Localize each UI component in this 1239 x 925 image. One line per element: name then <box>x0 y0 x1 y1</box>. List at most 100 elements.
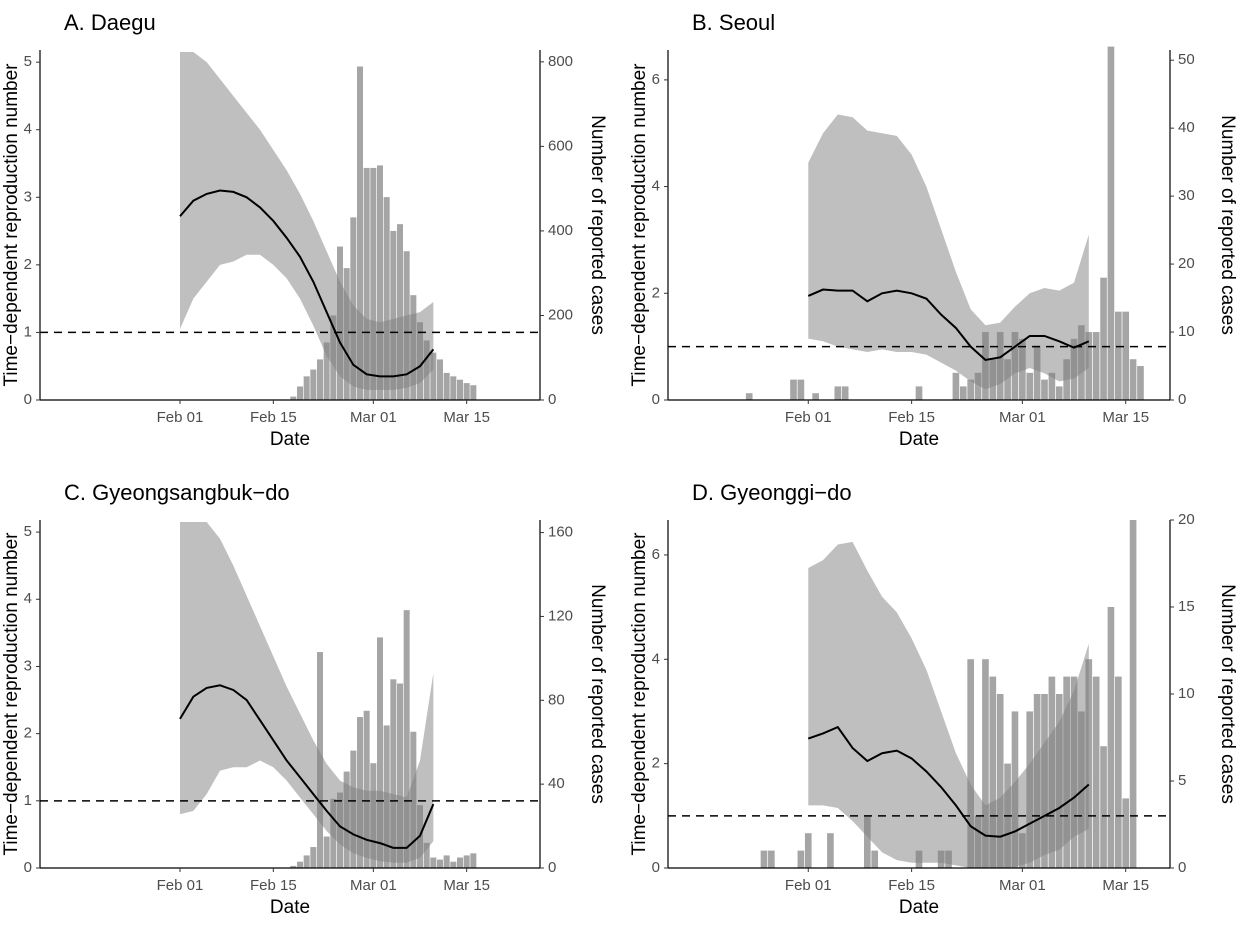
y2-tick-label: 15 <box>1178 598 1195 615</box>
y2-tick-label: 200 <box>548 306 573 323</box>
case-bar <box>397 224 403 400</box>
x-axis-title: Date <box>899 429 939 450</box>
y2-axis-title: Number of reported cases <box>587 584 608 804</box>
y2-tick-label: 600 <box>548 137 573 154</box>
case-bar <box>470 853 477 868</box>
rt-line <box>179 189 435 378</box>
case-bar <box>430 857 437 868</box>
case-bar <box>377 165 383 400</box>
case-bar <box>450 861 457 868</box>
case-bar <box>915 386 923 400</box>
x-axis-title: Date <box>270 897 310 918</box>
case-bar <box>1137 366 1144 400</box>
case-bar <box>959 386 967 400</box>
case-bar <box>1041 379 1048 400</box>
x-tick-label: Feb 15 <box>250 409 297 426</box>
y-tick-label: 3 <box>24 188 32 205</box>
case-bar <box>297 861 303 868</box>
y-tick-label: 1 <box>24 323 32 340</box>
case-bar <box>760 850 768 868</box>
rt-line <box>807 725 1090 838</box>
case-bar <box>463 855 470 868</box>
y-axis-title: Time−dependent reproduction number <box>1 532 22 856</box>
y-tick-label: 4 <box>652 178 660 195</box>
case-bar <box>443 855 450 868</box>
y-axis-title: Time−dependent reproduction number <box>1 63 22 387</box>
y-tick-label: 0 <box>652 859 660 876</box>
case-bar <box>1100 277 1107 400</box>
y-tick-label: 1 <box>24 792 32 809</box>
case-bar <box>1092 676 1100 868</box>
confidence-band <box>808 114 1089 390</box>
case-bar <box>357 66 363 400</box>
case-bar <box>967 379 974 400</box>
y-tick-label: 0 <box>24 859 32 876</box>
case-bar <box>1115 676 1122 868</box>
case-bar <box>864 815 871 868</box>
case-bar <box>1004 359 1011 400</box>
case-bar <box>841 386 849 400</box>
y2-tick-label: 30 <box>1178 187 1195 204</box>
y2-tick-label: 160 <box>548 524 573 541</box>
y-tick-label: 2 <box>652 755 660 772</box>
case-bar <box>797 850 805 868</box>
case-bar <box>1122 311 1130 400</box>
case-bar <box>390 230 397 400</box>
case-bar <box>430 352 437 400</box>
case-bar <box>323 342 330 400</box>
case-bar <box>834 386 842 400</box>
case-bar <box>290 865 297 868</box>
case-bar <box>1085 659 1093 868</box>
case-bar <box>996 694 1004 868</box>
y-tick-label: 2 <box>652 284 660 301</box>
y-tick-label: 4 <box>652 650 660 667</box>
y2-axis-title: Number of reported cases <box>587 115 608 335</box>
y2-tick-label: 0 <box>1178 391 1186 408</box>
case-bar <box>303 855 310 868</box>
y-tick-label: 2 <box>24 725 32 742</box>
case-bar <box>310 369 317 400</box>
case-bar <box>457 379 463 400</box>
y2-tick-label: 20 <box>1178 255 1195 272</box>
case-bar <box>443 372 450 400</box>
case-bar <box>383 197 390 400</box>
x-tick-label: Mar 15 <box>443 409 490 426</box>
case-bar <box>470 385 477 400</box>
y-tick-label: 0 <box>652 391 660 408</box>
case-bar <box>1107 607 1115 868</box>
case-bar <box>1100 746 1107 868</box>
case-bar <box>390 679 397 868</box>
x-tick-label: Mar 15 <box>1102 877 1149 894</box>
case-bar <box>457 857 463 868</box>
case-bar <box>1026 372 1034 400</box>
x-tick-label: Feb 15 <box>888 877 935 894</box>
case-bar <box>967 659 974 868</box>
x-tick-label: Feb 01 <box>785 877 832 894</box>
y-tick-label: 6 <box>652 546 660 563</box>
case-bar <box>1129 520 1137 868</box>
case-bar <box>952 372 960 400</box>
case-bar <box>1115 311 1122 400</box>
x-tick-label: Feb 01 <box>157 877 204 894</box>
y2-tick-label: 40 <box>548 775 565 792</box>
case-bar <box>437 859 443 868</box>
confidence-band <box>180 522 434 863</box>
panel-title: D. Gyeonggi−do <box>692 480 852 505</box>
case-bar <box>363 710 370 868</box>
case-bar <box>290 396 297 400</box>
case-bar <box>797 379 805 400</box>
case-bar <box>423 842 430 868</box>
case-bar <box>317 359 323 400</box>
rt-line <box>807 288 1090 362</box>
y-tick-label: 0 <box>24 391 32 408</box>
case-bar <box>974 372 982 400</box>
y2-tick-label: 400 <box>548 222 573 239</box>
case-bar <box>982 659 989 868</box>
y-tick-label: 4 <box>24 121 32 138</box>
y-axis-title: Time−dependent reproduction number <box>629 532 650 856</box>
case-bar <box>303 376 310 400</box>
panel-title: C. Gyeongsangbuk−do <box>64 480 290 505</box>
y-tick-label: 2 <box>24 256 32 273</box>
x-tick-label: Mar 01 <box>350 409 397 426</box>
